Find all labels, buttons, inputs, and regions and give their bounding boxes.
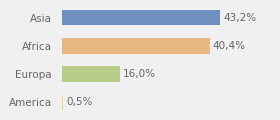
Bar	[62, 95, 64, 110]
Bar	[62, 66, 120, 82]
Text: 16,0%: 16,0%	[123, 69, 156, 79]
Text: 0,5%: 0,5%	[66, 97, 93, 107]
Text: 40,4%: 40,4%	[213, 41, 246, 51]
Text: 43,2%: 43,2%	[223, 13, 256, 23]
Bar	[62, 38, 210, 54]
Bar	[62, 10, 220, 25]
